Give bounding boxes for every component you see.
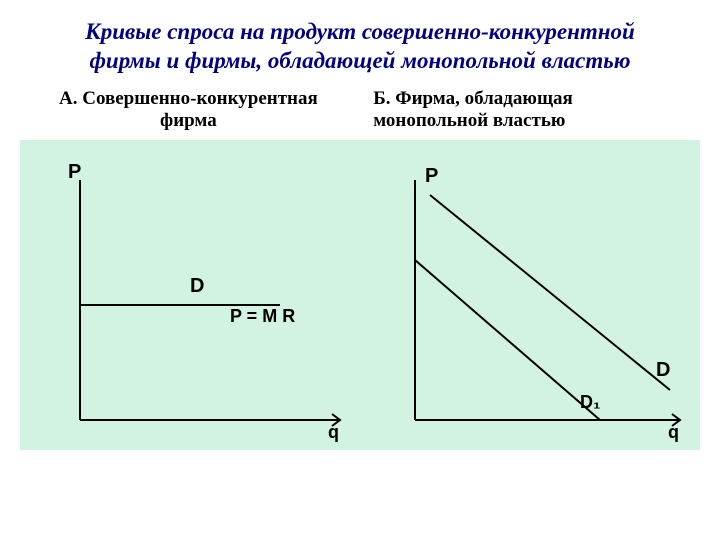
right-p-label: P: [425, 165, 438, 187]
subtitles-row: А. Совершенно-конкурентная фирма Б. Фирм…: [0, 82, 720, 136]
left-p-label: P: [68, 161, 81, 183]
subtitle-b: Б. Фирма, обладающая монопольной властью: [357, 88, 690, 132]
right-d-label: D: [656, 359, 670, 381]
right-q-label: q: [668, 422, 679, 442]
left-eq-label: P = M R: [230, 306, 295, 326]
left-q-label: q: [328, 422, 339, 442]
chart-area: P q D P = M R P q D D₁: [20, 140, 700, 450]
subtitle-a-text: А. Совершенно-конкурентная фирма: [59, 88, 318, 131]
subtitle-b-text: Б. Фирма, обладающая монопольной властью: [373, 88, 573, 131]
main-title-text: Кривые спроса на продукт совершенно-конк…: [85, 19, 635, 73]
main-title: Кривые спроса на продукт совершенно-конк…: [0, 0, 720, 82]
right-d1-label: D₁: [580, 392, 600, 412]
charts-svg: P q D P = M R P q D D₁: [20, 140, 700, 450]
left-d-label: D: [190, 275, 204, 297]
subtitle-a: А. Совершенно-конкурентная фирма: [30, 88, 347, 132]
